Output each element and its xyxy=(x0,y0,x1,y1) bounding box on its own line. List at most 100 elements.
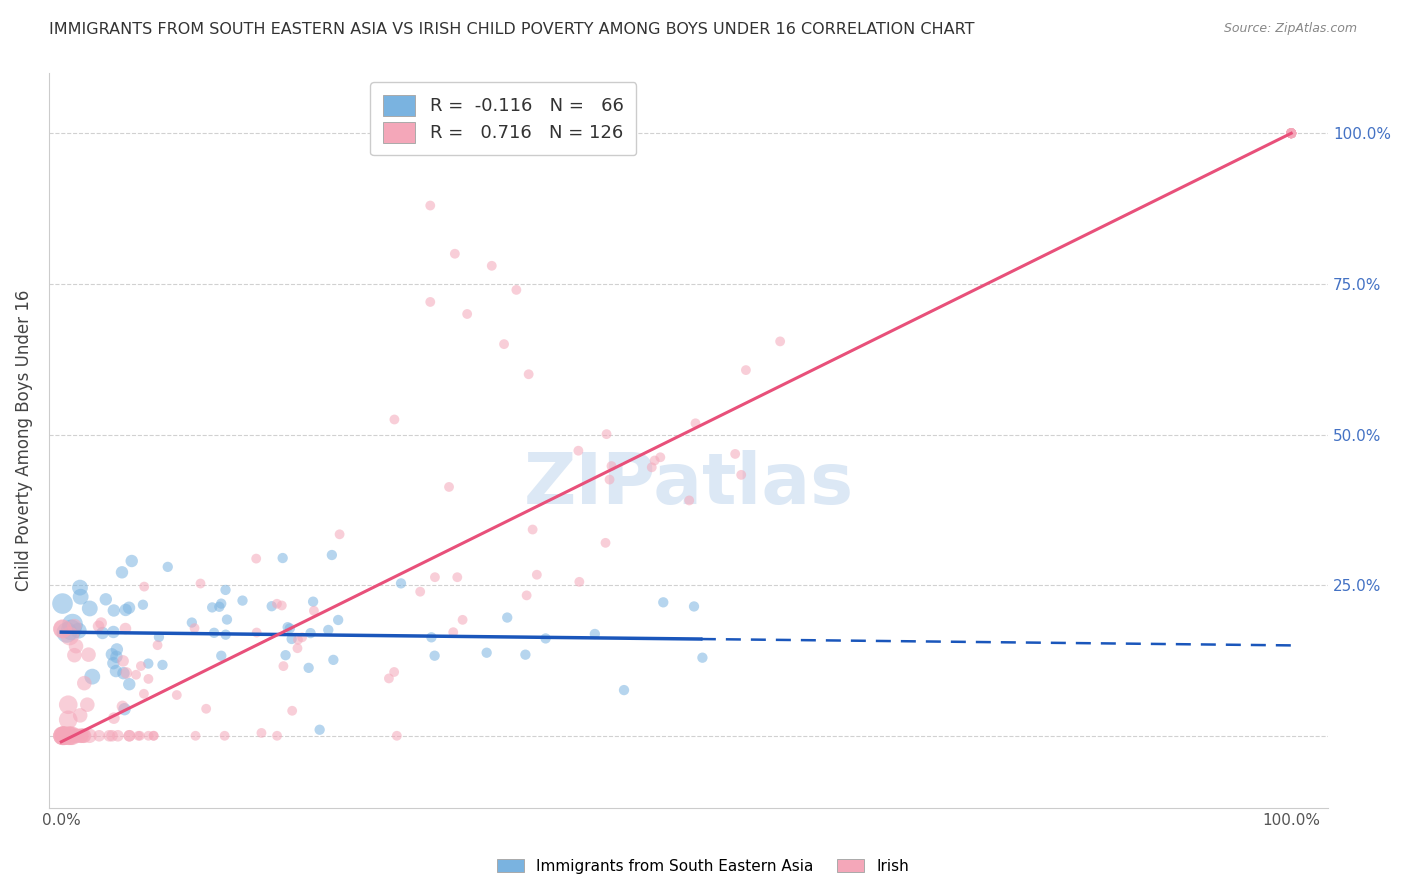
Point xyxy=(53,729,76,743)
Point xyxy=(1279,126,1302,140)
Point xyxy=(299,626,322,640)
Point xyxy=(595,536,617,550)
Point xyxy=(63,648,86,663)
Point xyxy=(114,622,136,636)
Point xyxy=(451,613,474,627)
Point xyxy=(118,729,141,743)
Point xyxy=(280,632,302,646)
Point xyxy=(52,729,75,743)
Point xyxy=(308,723,330,737)
Point xyxy=(105,642,128,657)
Point xyxy=(59,629,82,643)
Point xyxy=(1279,126,1302,140)
Point xyxy=(278,621,301,635)
Point xyxy=(107,729,129,743)
Point xyxy=(101,648,124,662)
Point xyxy=(183,621,205,635)
Point xyxy=(245,551,267,566)
Point xyxy=(496,610,519,624)
Point xyxy=(522,523,544,537)
Point xyxy=(103,656,125,670)
Point xyxy=(59,729,82,743)
Y-axis label: Child Poverty Among Boys Under 16: Child Poverty Among Boys Under 16 xyxy=(15,290,32,591)
Point xyxy=(692,650,714,665)
Point xyxy=(76,698,98,712)
Point xyxy=(115,665,138,680)
Point xyxy=(195,702,218,716)
Point xyxy=(1279,126,1302,140)
Point xyxy=(1279,126,1302,140)
Point xyxy=(111,566,134,580)
Point xyxy=(385,729,408,743)
Point xyxy=(266,729,288,743)
Point xyxy=(1279,126,1302,140)
Point xyxy=(1279,126,1302,140)
Point xyxy=(260,599,283,614)
Point xyxy=(1279,126,1302,140)
Point xyxy=(69,590,91,604)
Point xyxy=(56,625,79,640)
Point xyxy=(73,676,96,690)
Point xyxy=(136,657,159,671)
Point xyxy=(567,443,589,458)
Point xyxy=(600,458,623,473)
Point xyxy=(103,603,125,617)
Point xyxy=(1279,126,1302,140)
Point xyxy=(58,713,80,727)
Point xyxy=(94,592,117,607)
Point xyxy=(287,641,309,656)
Point xyxy=(685,417,707,431)
Point xyxy=(51,597,73,611)
Point xyxy=(215,613,238,627)
Point xyxy=(270,599,292,613)
Point xyxy=(51,622,73,636)
Point xyxy=(91,626,114,640)
Point xyxy=(515,648,537,662)
Point xyxy=(517,368,540,382)
Point xyxy=(77,648,100,662)
Point xyxy=(534,632,557,646)
Point xyxy=(214,729,236,743)
Point xyxy=(148,630,170,644)
Point xyxy=(328,613,350,627)
Point xyxy=(51,729,73,743)
Point xyxy=(73,729,96,743)
Point xyxy=(1279,126,1302,140)
Point xyxy=(650,450,672,465)
Point xyxy=(475,646,498,660)
Point xyxy=(209,648,232,663)
Point xyxy=(302,595,325,609)
Point xyxy=(72,729,94,743)
Point xyxy=(202,625,225,640)
Point xyxy=(652,595,675,609)
Point xyxy=(481,259,503,273)
Point xyxy=(730,467,752,482)
Point xyxy=(60,729,83,743)
Point xyxy=(214,582,236,597)
Point xyxy=(389,576,412,591)
Point xyxy=(87,619,110,633)
Point xyxy=(444,246,467,260)
Point xyxy=(287,632,309,647)
Point xyxy=(129,659,152,673)
Point xyxy=(152,657,174,672)
Point xyxy=(1279,126,1302,140)
Point xyxy=(53,729,76,743)
Point xyxy=(103,624,125,639)
Point xyxy=(156,560,179,574)
Point xyxy=(644,453,666,467)
Point xyxy=(127,729,149,743)
Point xyxy=(142,729,165,743)
Point xyxy=(58,698,80,712)
Point xyxy=(103,711,125,725)
Point xyxy=(58,729,80,743)
Point xyxy=(112,666,135,681)
Point xyxy=(437,480,460,494)
Point xyxy=(66,729,89,743)
Point xyxy=(142,729,165,743)
Point xyxy=(446,570,468,584)
Point xyxy=(125,667,148,681)
Point xyxy=(215,628,238,642)
Point xyxy=(82,670,104,684)
Point xyxy=(302,604,325,618)
